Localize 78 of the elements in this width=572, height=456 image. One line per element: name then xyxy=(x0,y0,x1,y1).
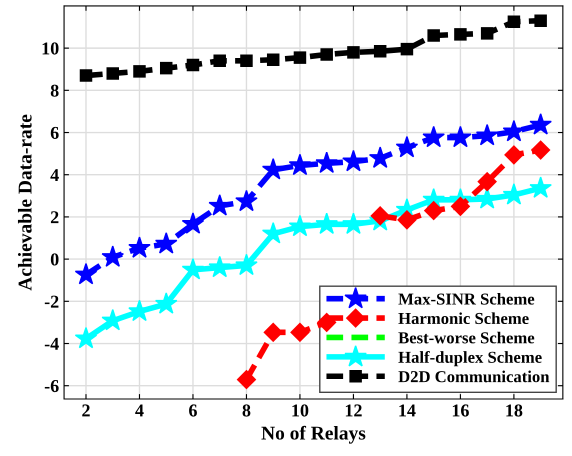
point xyxy=(288,214,312,236)
point xyxy=(154,232,178,254)
y-tick-label: 4 xyxy=(50,169,59,181)
point xyxy=(531,140,550,160)
point xyxy=(294,51,306,64)
point xyxy=(235,190,258,212)
point xyxy=(106,67,119,80)
point xyxy=(262,158,284,180)
y-axis-title: Achievable Data-rate xyxy=(18,114,32,291)
point xyxy=(422,126,445,148)
x-tick-label: 18 xyxy=(506,404,522,417)
y-tick-label: -4 xyxy=(44,338,59,350)
point xyxy=(128,236,151,258)
point xyxy=(529,113,552,135)
point xyxy=(315,152,338,174)
point xyxy=(424,201,444,220)
point xyxy=(74,326,98,348)
legend-label: Best-worse Scheme xyxy=(398,332,534,344)
point xyxy=(374,45,386,58)
point xyxy=(317,312,336,332)
x-tick-label: 2 xyxy=(82,404,90,416)
point xyxy=(240,54,253,68)
point xyxy=(213,54,226,68)
point xyxy=(208,256,231,278)
point xyxy=(480,27,494,40)
point xyxy=(236,370,256,390)
y-tick-label: -6 xyxy=(44,380,59,392)
point xyxy=(101,245,124,267)
point xyxy=(534,14,547,27)
y-tick-label: 2 xyxy=(50,211,58,224)
point xyxy=(342,150,365,172)
y-tick-label: 6 xyxy=(50,126,59,139)
point xyxy=(320,48,333,61)
y-tick-label: -2 xyxy=(44,296,58,308)
point xyxy=(504,145,524,164)
point xyxy=(288,154,312,176)
point xyxy=(450,196,470,216)
x-axis-title: No of Relays xyxy=(261,426,366,444)
point xyxy=(476,124,498,146)
y-tick-label: 0 xyxy=(50,253,59,266)
legend-label: Half-duplex Scheme xyxy=(398,351,542,366)
legend-label: Harmonic Scheme xyxy=(398,312,529,324)
point xyxy=(529,176,552,198)
legend-label: D2D Communication xyxy=(398,370,550,382)
x-tick-label: 8 xyxy=(242,404,250,417)
x-tick-label: 16 xyxy=(452,404,469,417)
point xyxy=(80,69,92,82)
point xyxy=(347,46,360,59)
point xyxy=(290,322,310,342)
point xyxy=(315,212,338,234)
point xyxy=(400,42,414,56)
point xyxy=(266,53,280,66)
point xyxy=(154,292,178,314)
point xyxy=(182,258,204,280)
point xyxy=(182,212,204,234)
point xyxy=(208,194,231,216)
point xyxy=(427,29,440,42)
point xyxy=(235,254,258,276)
point xyxy=(449,126,472,148)
y-tick-label: 8 xyxy=(50,84,59,97)
x-tick-label: 14 xyxy=(399,404,416,416)
point xyxy=(370,206,390,226)
point xyxy=(508,16,520,28)
y-tick-label: 10 xyxy=(42,42,59,55)
point xyxy=(160,62,172,74)
x-tick-label: 6 xyxy=(189,404,197,417)
point xyxy=(74,262,98,284)
point xyxy=(342,212,365,234)
point xyxy=(397,210,416,230)
point xyxy=(396,136,418,158)
x-tick-label: 10 xyxy=(292,404,308,417)
legend-label: Max-SINR Scheme xyxy=(398,292,534,305)
x-tick-label: 12 xyxy=(346,404,362,416)
point xyxy=(133,65,146,78)
point xyxy=(478,172,497,192)
point xyxy=(186,58,200,72)
point xyxy=(454,28,467,41)
x-tick-label: 4 xyxy=(135,404,144,416)
